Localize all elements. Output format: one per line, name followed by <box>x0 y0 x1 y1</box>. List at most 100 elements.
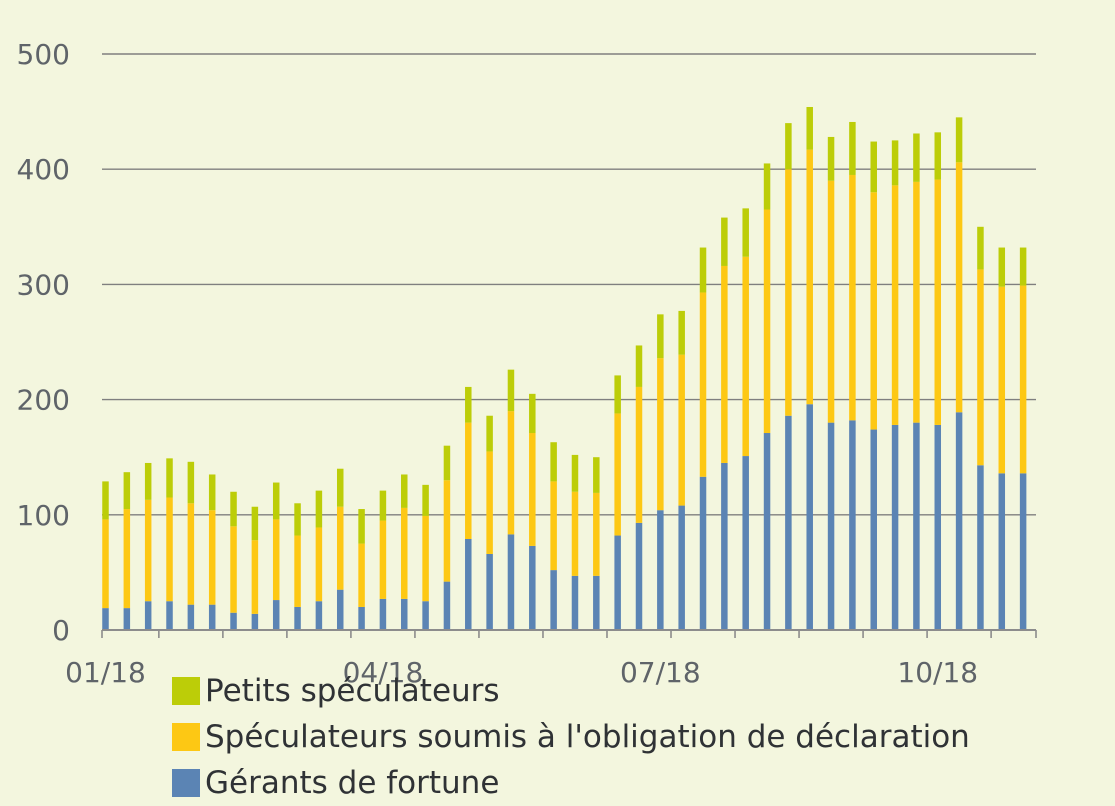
bar-series0-33 <box>806 404 813 630</box>
bar-series0-11 <box>336 589 344 630</box>
x-tick-labels: 01/18 04/18 07/18 10/18 <box>65 656 978 689</box>
bar-series0-17 <box>465 538 472 630</box>
bar-series1-20 <box>529 433 536 546</box>
bar-series2-23 <box>593 457 600 493</box>
bar-series2-22 <box>571 454 579 492</box>
bar-series1-12 <box>358 543 365 607</box>
legend-swatch-speculateurs-declaration <box>172 723 200 751</box>
bar-series1-19 <box>507 411 515 535</box>
bar-series2-14 <box>401 474 408 508</box>
bar-series2-35 <box>849 121 856 175</box>
bar-series2-28 <box>699 247 707 293</box>
bar-series1-43 <box>1019 285 1027 474</box>
bar-series2-27 <box>678 310 685 355</box>
bar-series1-39 <box>934 179 942 425</box>
bar-series0-12 <box>358 606 365 630</box>
legend-item-gerants-de-fortune: Gérants de fortune <box>172 760 970 806</box>
x-tick-label-01-18: 01/18 <box>65 656 146 689</box>
bar-series1-8 <box>272 519 280 601</box>
bar-series0-5 <box>208 604 216 630</box>
bar-series1-21 <box>550 481 557 571</box>
x-axis <box>101 629 1037 638</box>
bar-series1-40 <box>955 162 963 413</box>
bar-series1-5 <box>208 510 216 605</box>
legend-label-petits-speculateurs: Petits spéculateurs <box>205 673 500 709</box>
bar-series0-31 <box>763 433 771 630</box>
bar-series0-6 <box>230 612 237 630</box>
bar-series2-7 <box>251 506 259 541</box>
y-tick-label-400: 400 <box>17 153 70 186</box>
bar-series1-32 <box>785 169 792 416</box>
bar-series0-0 <box>102 608 109 630</box>
bar-series1-22 <box>571 491 579 576</box>
y-tick-label-500: 500 <box>17 38 70 71</box>
bar-series1-42 <box>998 286 1006 474</box>
x-tick-label-04-18: 04/18 <box>343 656 424 689</box>
bar-series0-19 <box>507 534 515 630</box>
bar-series1-41 <box>977 269 984 466</box>
bar-series2-43 <box>1019 247 1027 286</box>
bar-series0-7 <box>251 613 259 630</box>
bar-series0-21 <box>550 570 557 630</box>
bar-series1-4 <box>187 503 195 605</box>
bar-series1-9 <box>294 535 301 607</box>
legend-label-speculateurs-declaration: Spéculateurs soumis à l'obligation de dé… <box>205 719 970 755</box>
bar-series1-18 <box>486 451 493 554</box>
bar-series1-37 <box>891 185 899 425</box>
bar-series2-17 <box>465 386 472 423</box>
bar-series2-24 <box>614 375 621 414</box>
bar-series1-15 <box>422 515 429 602</box>
bar-series2-36 <box>870 141 877 193</box>
bar-series0-10 <box>315 601 323 630</box>
bar-series2-30 <box>742 208 749 257</box>
bar-series2-15 <box>422 484 429 516</box>
bar-series2-39 <box>934 132 942 180</box>
legend-swatch-petits-speculateurs <box>172 677 200 705</box>
bar-series0-36 <box>870 429 877 630</box>
legend: Petits spéculateurs Spéculateurs soumis … <box>172 668 970 806</box>
gridlines <box>102 53 1036 516</box>
bar-series2-12 <box>358 509 365 544</box>
bar-series0-16 <box>443 581 451 630</box>
bar-series2-0 <box>102 481 109 520</box>
bar-series1-34 <box>827 180 835 423</box>
bar-series1-24 <box>614 413 621 536</box>
bar-series0-14 <box>401 598 408 630</box>
bar-series2-20 <box>529 393 536 434</box>
bar-series0-18 <box>486 553 493 630</box>
bar-series0-30 <box>742 456 749 630</box>
bar-series0-13 <box>379 598 387 630</box>
bar-series1-25 <box>635 386 643 523</box>
y-tick-label-300: 300 <box>17 268 70 301</box>
bar-series0-41 <box>977 465 984 630</box>
y-tick-label-100: 100 <box>17 499 70 532</box>
bar-series2-31 <box>763 163 771 210</box>
y-tick-label-0: 0 <box>52 614 70 647</box>
bar-series0-3 <box>166 601 173 630</box>
y-tick-label-200: 200 <box>17 384 70 417</box>
bar-series1-23 <box>593 492 600 576</box>
bar-series1-14 <box>401 507 408 599</box>
bar-series2-13 <box>379 490 387 521</box>
bar-series1-1 <box>123 509 131 609</box>
bar-series2-29 <box>721 217 728 266</box>
bar-series2-2 <box>144 462 152 500</box>
legend-item-petits-speculateurs: Petits spéculateurs <box>172 668 970 714</box>
bar-series0-25 <box>635 522 643 630</box>
bar-series0-43 <box>1019 473 1027 630</box>
bar-series1-29 <box>721 265 728 463</box>
bar-series0-42 <box>998 473 1006 630</box>
bar-series0-9 <box>294 606 301 630</box>
bar-series0-32 <box>785 415 792 630</box>
bar-series0-26 <box>657 510 664 630</box>
bar-series2-1 <box>123 472 131 510</box>
bar-series0-15 <box>422 601 429 630</box>
bar-series1-10 <box>315 527 323 602</box>
bar-series2-8 <box>272 482 280 520</box>
bar-series0-4 <box>187 604 195 630</box>
bar-series2-40 <box>955 117 963 163</box>
bar-series0-22 <box>571 575 579 630</box>
bar-series1-28 <box>699 292 707 477</box>
bar-series2-37 <box>891 140 899 186</box>
